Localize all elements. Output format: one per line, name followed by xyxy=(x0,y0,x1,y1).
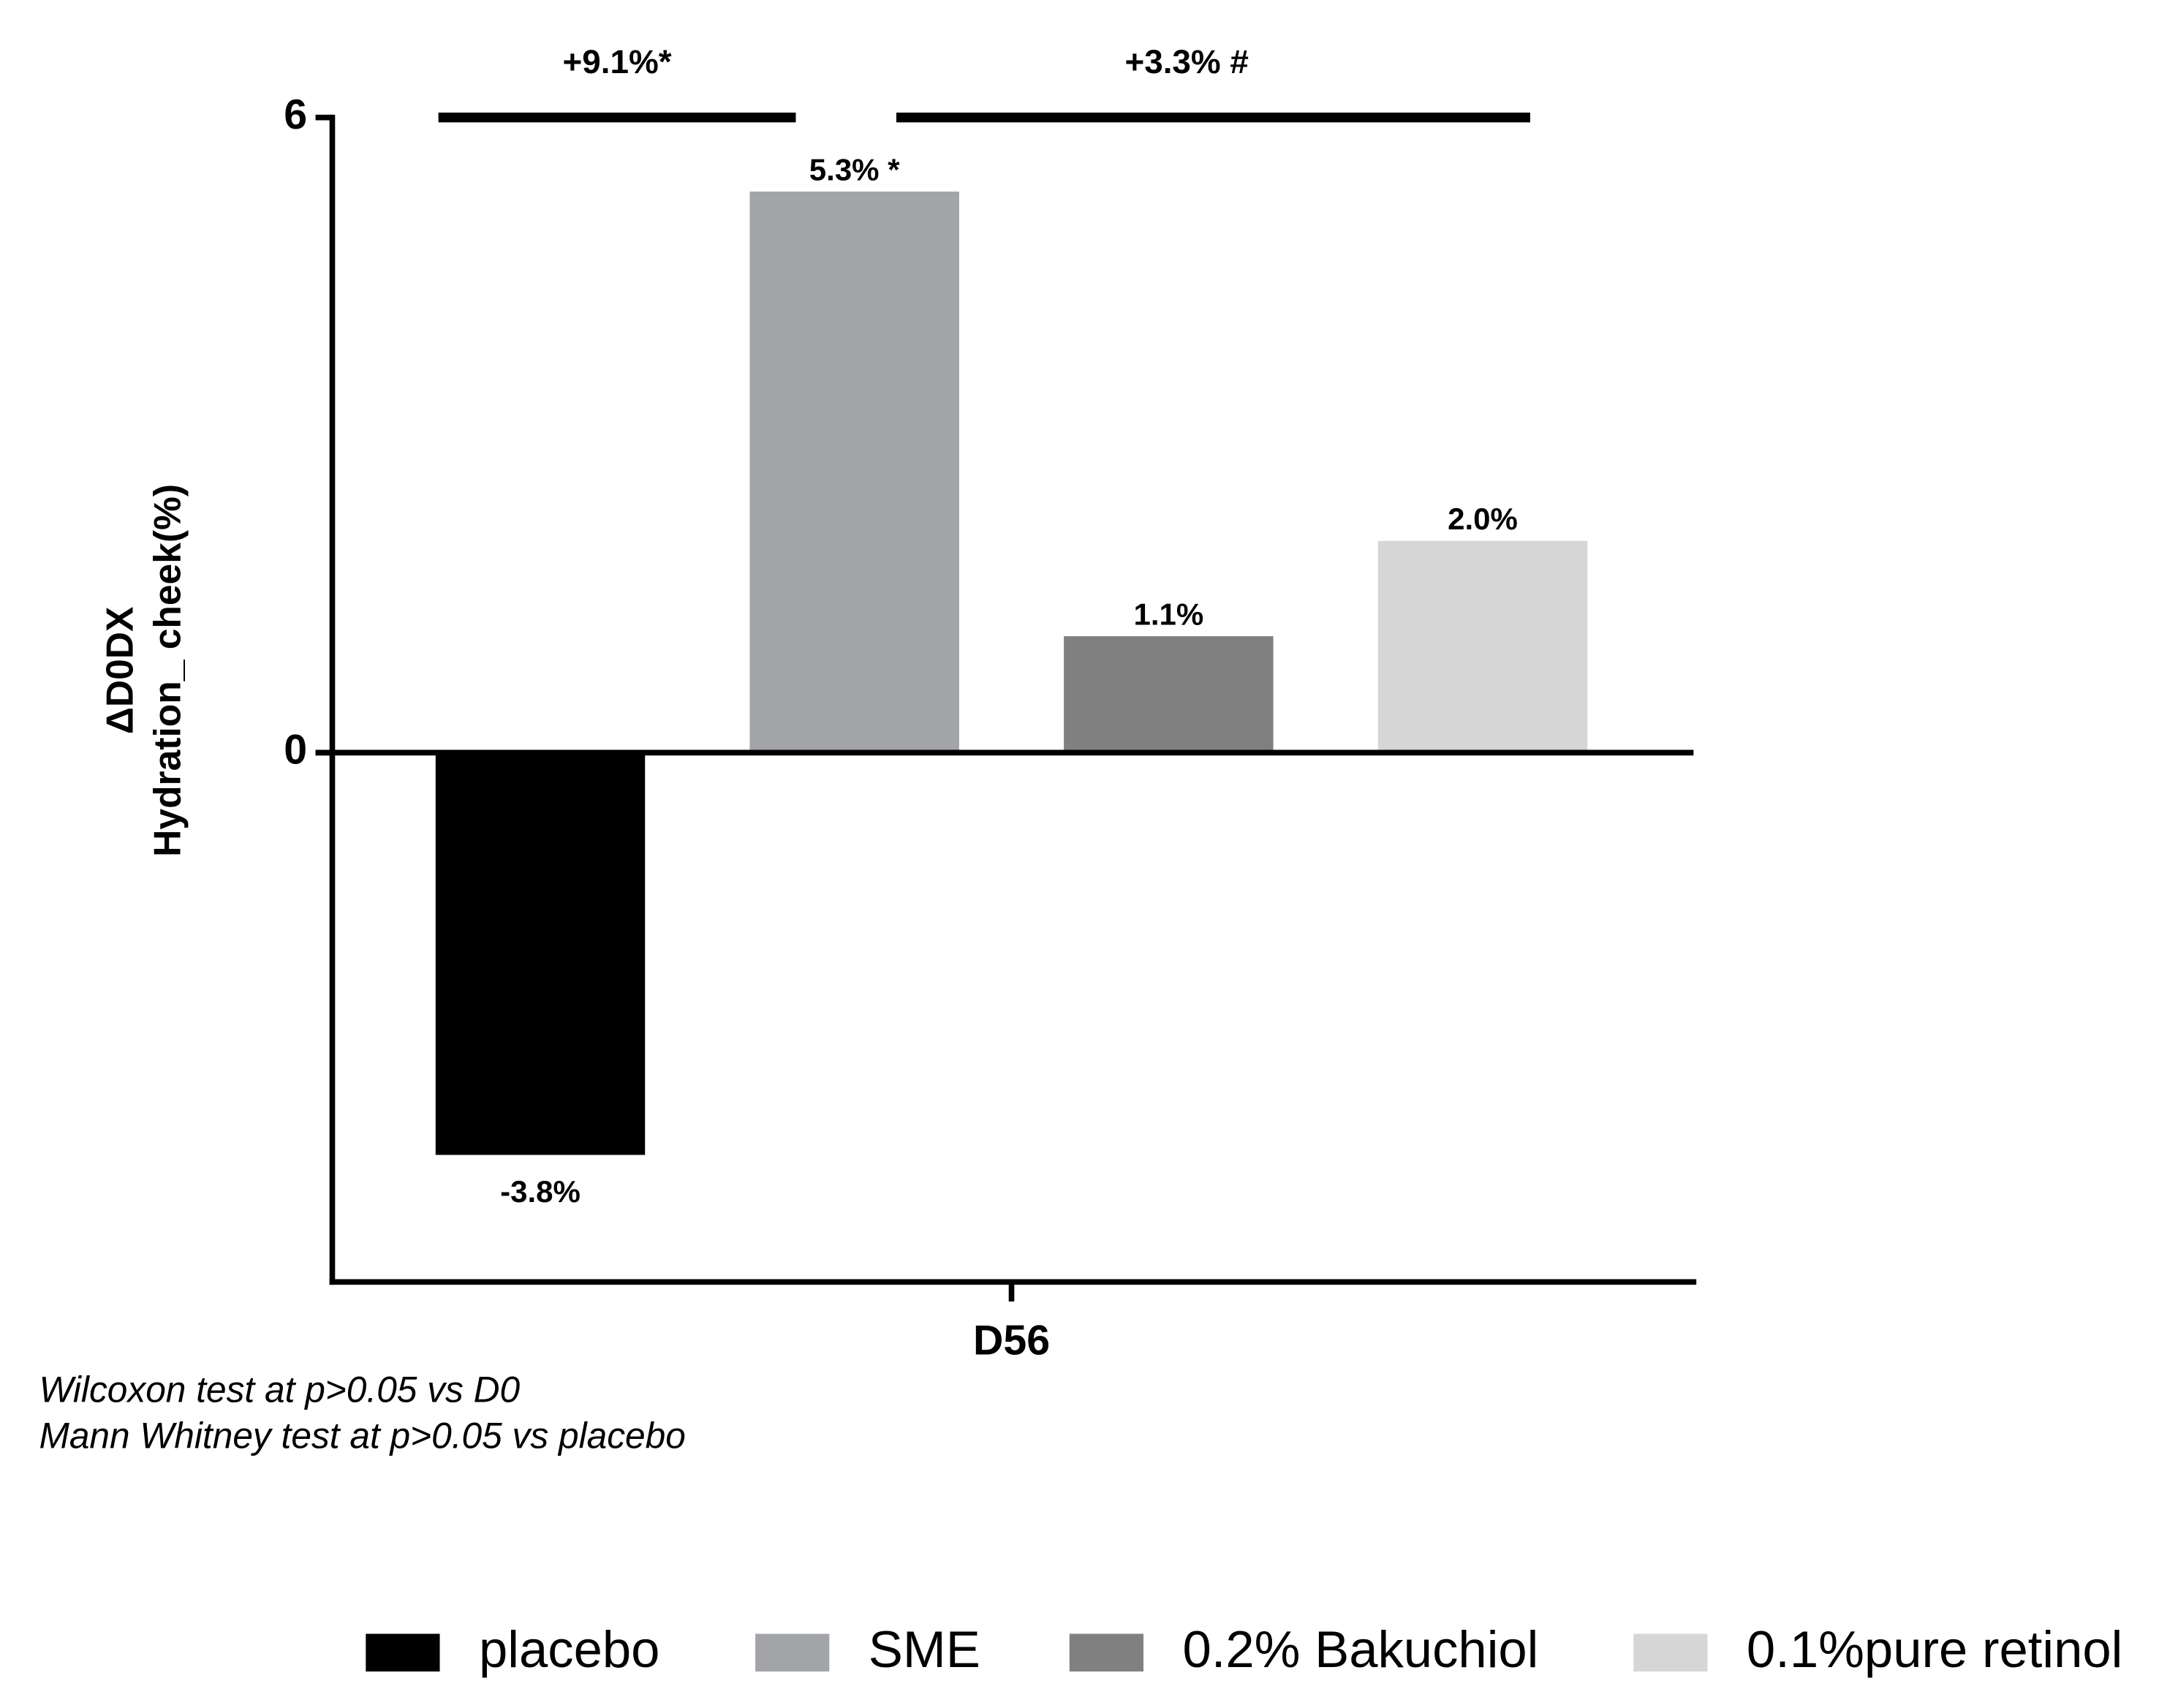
legend-label: placebo xyxy=(479,1620,659,1678)
legend-swatch xyxy=(1633,1633,1708,1672)
y-axis-label: Hydration_ cheek(%) xyxy=(146,484,189,857)
legend-label: 0.1%pure retinol xyxy=(1747,1620,2122,1678)
bar xyxy=(1377,540,1588,753)
y-tick-label: 6 xyxy=(284,91,307,138)
legend-swatch xyxy=(366,1633,440,1672)
value-label: 5.3% * xyxy=(809,152,900,186)
note: Wilcoxon test at p>0.05 vs D0 xyxy=(39,1369,520,1410)
annotation: +9.1%* xyxy=(563,43,672,80)
value-label: 1.1% xyxy=(1133,597,1203,631)
x-tick-label: D56 xyxy=(973,1317,1050,1364)
y-axis-label: ΔD0DX xyxy=(99,607,141,735)
legend-label: 0.2% Bakuchiol xyxy=(1182,1620,1538,1678)
bar xyxy=(435,752,646,1155)
legend-swatch xyxy=(1069,1633,1143,1672)
value-label: -3.8% xyxy=(500,1174,581,1209)
bar xyxy=(749,192,959,753)
legend-swatch xyxy=(755,1633,830,1672)
value-label: 2.0% xyxy=(1448,502,1518,536)
annotation: +3.3% # xyxy=(1124,43,1248,80)
note: Mann Whitney test at p>0.05 vs placebo xyxy=(39,1415,685,1456)
bar xyxy=(1064,636,1274,753)
legend-label: SME xyxy=(869,1620,980,1678)
y-tick-label: 0 xyxy=(284,727,307,774)
